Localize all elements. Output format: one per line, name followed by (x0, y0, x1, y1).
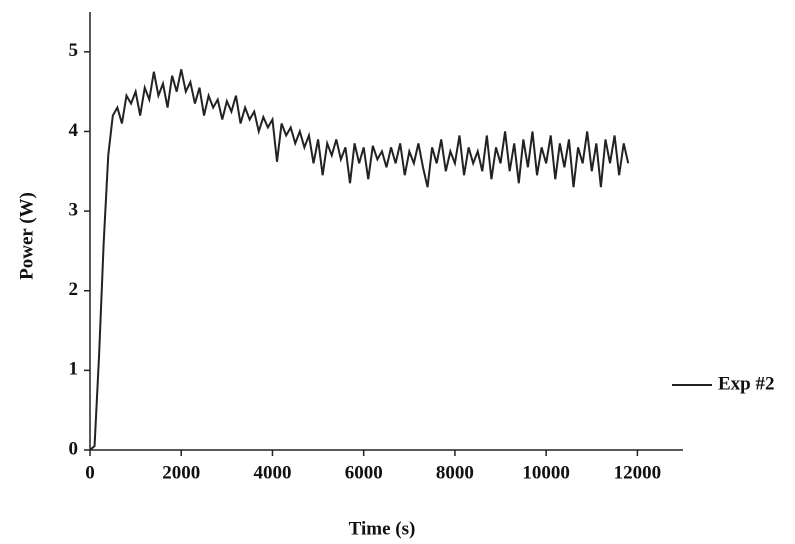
y-tick-label: 2 (69, 279, 79, 300)
y-axis-label: Power (W) (16, 192, 37, 280)
legend-label: Exp #2 (718, 373, 775, 394)
x-axis-label: Time (s) (349, 518, 416, 539)
x-tick-label: 8000 (436, 462, 474, 483)
y-tick-label: 0 (69, 438, 79, 459)
y-tick-label: 4 (69, 120, 79, 141)
x-tick-label: 4000 (253, 462, 291, 483)
x-tick-label: 6000 (345, 462, 383, 483)
x-tick-label: 0 (85, 462, 95, 483)
y-tick-label: 5 (69, 40, 79, 61)
x-tick-label: 2000 (162, 462, 200, 483)
y-tick-label: 1 (69, 359, 79, 380)
data-line (89, 69, 630, 451)
x-tick-label: 12000 (614, 462, 662, 483)
x-tick-label: 10000 (522, 462, 570, 483)
y-tick-label: 3 (69, 199, 79, 220)
